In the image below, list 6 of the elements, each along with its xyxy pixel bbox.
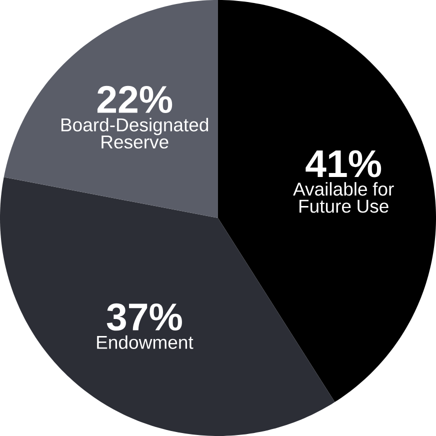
slice-label: Board-Designated Reserve (61, 118, 208, 149)
data-label: 22% (97, 86, 172, 114)
data-label: 41% (306, 150, 382, 178)
data-label: 37% (106, 303, 182, 331)
slice-label: Available for Future Use (293, 182, 394, 213)
slice-label: Endowment (97, 335, 194, 349)
